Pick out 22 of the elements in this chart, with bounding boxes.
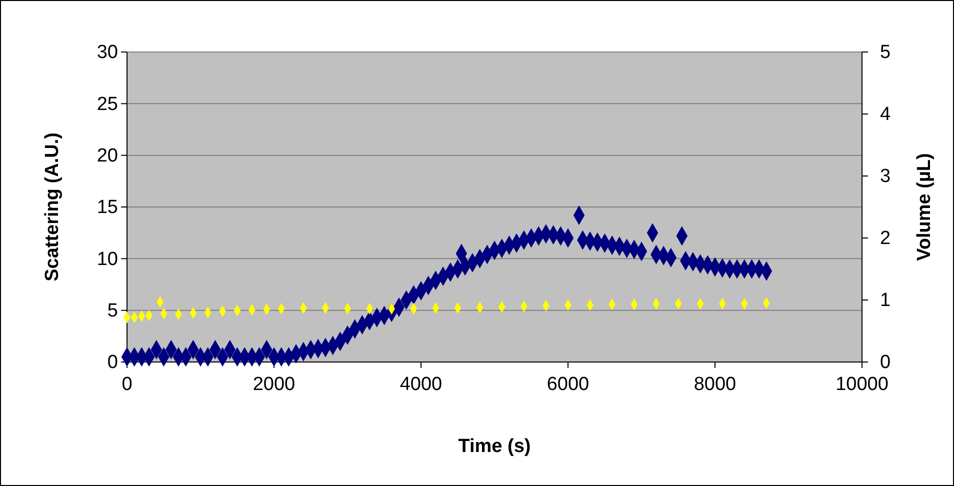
x-tick-label: 6000 <box>546 374 590 395</box>
y-tick-label: 20 <box>96 145 118 166</box>
x-tick-label: 10000 <box>836 374 888 395</box>
y2-tick-label: 4 <box>880 104 891 126</box>
y-tick-label: 5 <box>107 300 118 322</box>
y-tick-label: 0 <box>107 352 118 374</box>
y2-tick-label: 0 <box>880 352 891 374</box>
x-tick-label: 4000 <box>400 374 442 395</box>
x-tick-label: 2000 <box>252 374 296 395</box>
y-tick-label: 15 <box>96 197 118 218</box>
y-tick-label: 30 <box>96 42 118 64</box>
y2-tick-label: 3 <box>880 166 891 188</box>
y2-tick-label: 1 <box>880 290 891 312</box>
y2-axis-title: Volume (µL) <box>914 153 935 261</box>
y-axis-title: Scattering (A.U.) <box>42 132 63 282</box>
y-tick-label: 25 <box>96 94 118 115</box>
y-tick-label: 10 <box>96 248 118 270</box>
y2-tick-label: 5 <box>880 42 891 64</box>
y2-tick-label: 2 <box>880 228 891 250</box>
x-tick-label: 8000 <box>694 374 736 395</box>
x-tick-label: 0 <box>122 374 132 395</box>
x-axis-title: Time (s) <box>458 436 531 457</box>
